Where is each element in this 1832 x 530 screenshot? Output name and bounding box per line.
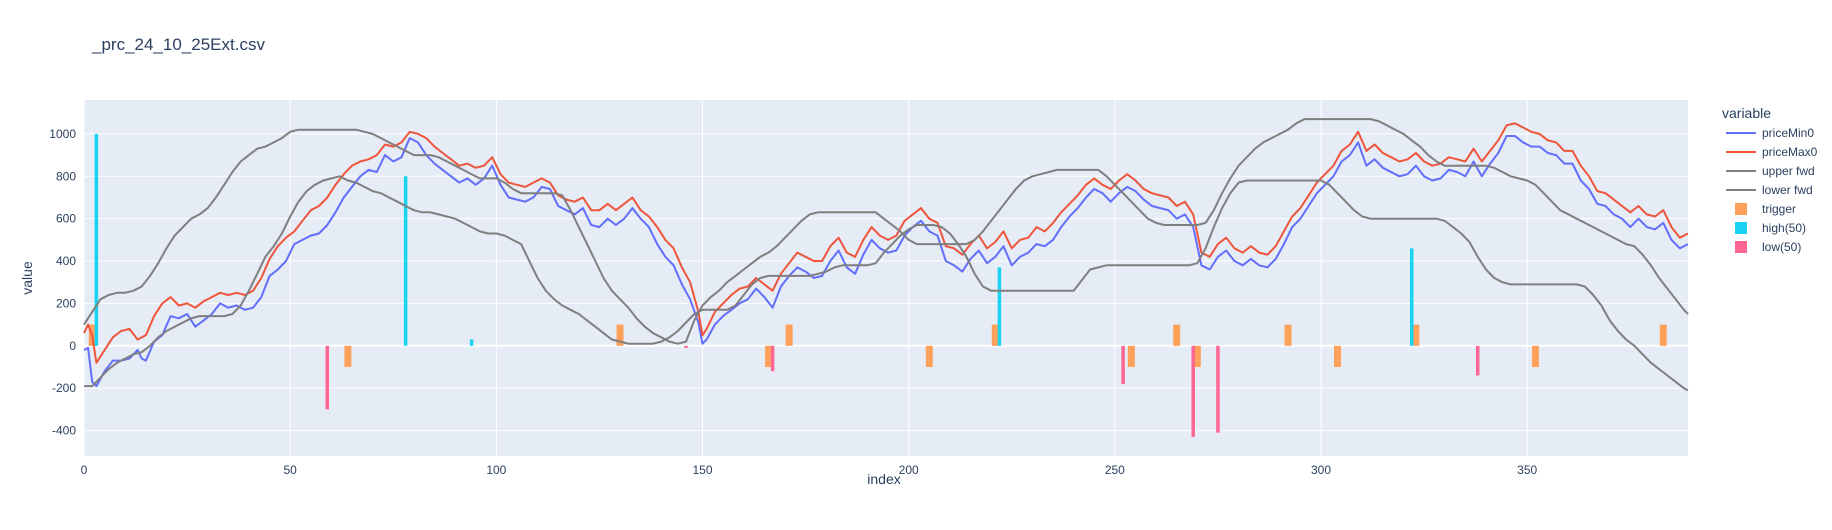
y-axis-ticks: -400 -200 0 200 400 600 800 1000 — [49, 127, 76, 438]
bar-high-50- — [997, 267, 1002, 346]
bar-high-50- — [469, 339, 474, 346]
legend-label: trigger — [1762, 202, 1796, 216]
bar-trigger — [344, 345, 352, 367]
x-axis-title: index — [867, 471, 900, 487]
y-tick-label: 0 — [69, 339, 76, 353]
y-tick-label: 400 — [56, 254, 76, 268]
series-line-lower-fwd — [84, 175, 1689, 392]
legend-label: high(50) — [1762, 221, 1806, 235]
bar-marks — [88, 133, 1667, 437]
y-axis-title: value — [19, 261, 35, 295]
bar-trigger — [785, 324, 793, 346]
bar-trigger — [616, 324, 624, 346]
legend-label: priceMin0 — [1762, 126, 1814, 140]
legend-swatch-bar — [1735, 222, 1747, 234]
legend-label: priceMax0 — [1762, 145, 1818, 159]
series-line-pricemin0 — [83, 135, 1689, 388]
x-tick-label: 50 — [283, 463, 297, 477]
bar-low-50- — [1216, 345, 1220, 433]
x-tick-label: 350 — [1517, 463, 1537, 477]
bar-trigger — [764, 345, 772, 367]
x-tick-label: 100 — [486, 463, 506, 477]
legend-title: variable — [1722, 105, 1771, 121]
chart-title: _prc_24_10_25Ext.csv — [91, 35, 265, 54]
y-tick-label: 200 — [56, 296, 76, 310]
bar-trigger — [1127, 345, 1135, 367]
x-axis-ticks: 0 50 100 150 200 250 300 350 — [81, 463, 1538, 477]
plot-area[interactable] — [84, 100, 1688, 456]
y-tick-label: 1000 — [49, 127, 76, 141]
bar-high-50- — [1409, 248, 1414, 346]
legend-swatch-bar — [1735, 241, 1747, 253]
series-line-upper-fwd — [83, 118, 1689, 345]
bar-trigger — [1284, 324, 1292, 346]
bar-high-50- — [403, 176, 408, 346]
series-line-pricemax0 — [83, 122, 1689, 364]
y-tick-label: -400 — [52, 424, 76, 438]
bar-trigger — [1659, 324, 1667, 346]
bar-trigger — [1193, 345, 1201, 367]
bar-trigger — [1412, 324, 1420, 346]
bar-low-50- — [1191, 345, 1195, 437]
line-marks — [83, 118, 1689, 392]
x-tick-label: 0 — [81, 463, 88, 477]
bar-trigger — [925, 345, 933, 367]
bar-low-50- — [1121, 345, 1125, 384]
x-tick-label: 150 — [692, 463, 712, 477]
legend-label: low(50) — [1762, 240, 1801, 254]
bar-trigger — [1173, 324, 1181, 346]
legend-label: upper fwd — [1762, 164, 1815, 178]
y-tick-label: -200 — [52, 381, 76, 395]
bar-low-50- — [1475, 345, 1480, 376]
bar-high-50- — [94, 133, 99, 346]
legend-items: priceMin0 priceMax0 upper fwd lower fwd trig… — [1726, 126, 1818, 254]
bar-low-50- — [770, 345, 775, 372]
bar-low-50- — [684, 345, 688, 348]
y-tick-label: 800 — [56, 169, 76, 183]
x-tick-label: 250 — [1105, 463, 1125, 477]
x-tick-label: 300 — [1311, 463, 1331, 477]
bar-trigger — [1531, 345, 1539, 367]
bar-low-50- — [325, 345, 330, 410]
legend: variable priceMin0 priceMax0 upper fwd lowe… — [1722, 105, 1818, 254]
legend-label: lower fwd — [1762, 183, 1813, 197]
legend-swatch-bar — [1735, 203, 1747, 215]
x-tick-label: 200 — [899, 463, 919, 477]
bar-trigger — [1334, 345, 1342, 367]
y-tick-label: 600 — [56, 212, 76, 226]
bar-trigger — [991, 324, 999, 346]
